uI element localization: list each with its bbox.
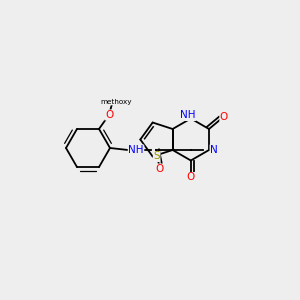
Text: S: S <box>153 152 160 161</box>
Text: O: O <box>220 112 228 122</box>
Text: NH: NH <box>180 110 196 121</box>
Text: O: O <box>187 172 195 182</box>
Text: O: O <box>105 110 113 120</box>
Text: O: O <box>156 164 164 174</box>
Text: methoxy: methoxy <box>100 99 132 105</box>
Text: N: N <box>210 145 218 155</box>
Text: NH: NH <box>128 145 144 155</box>
